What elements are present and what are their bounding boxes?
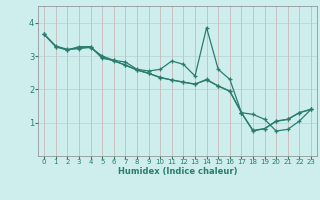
X-axis label: Humidex (Indice chaleur): Humidex (Indice chaleur) [118,167,237,176]
